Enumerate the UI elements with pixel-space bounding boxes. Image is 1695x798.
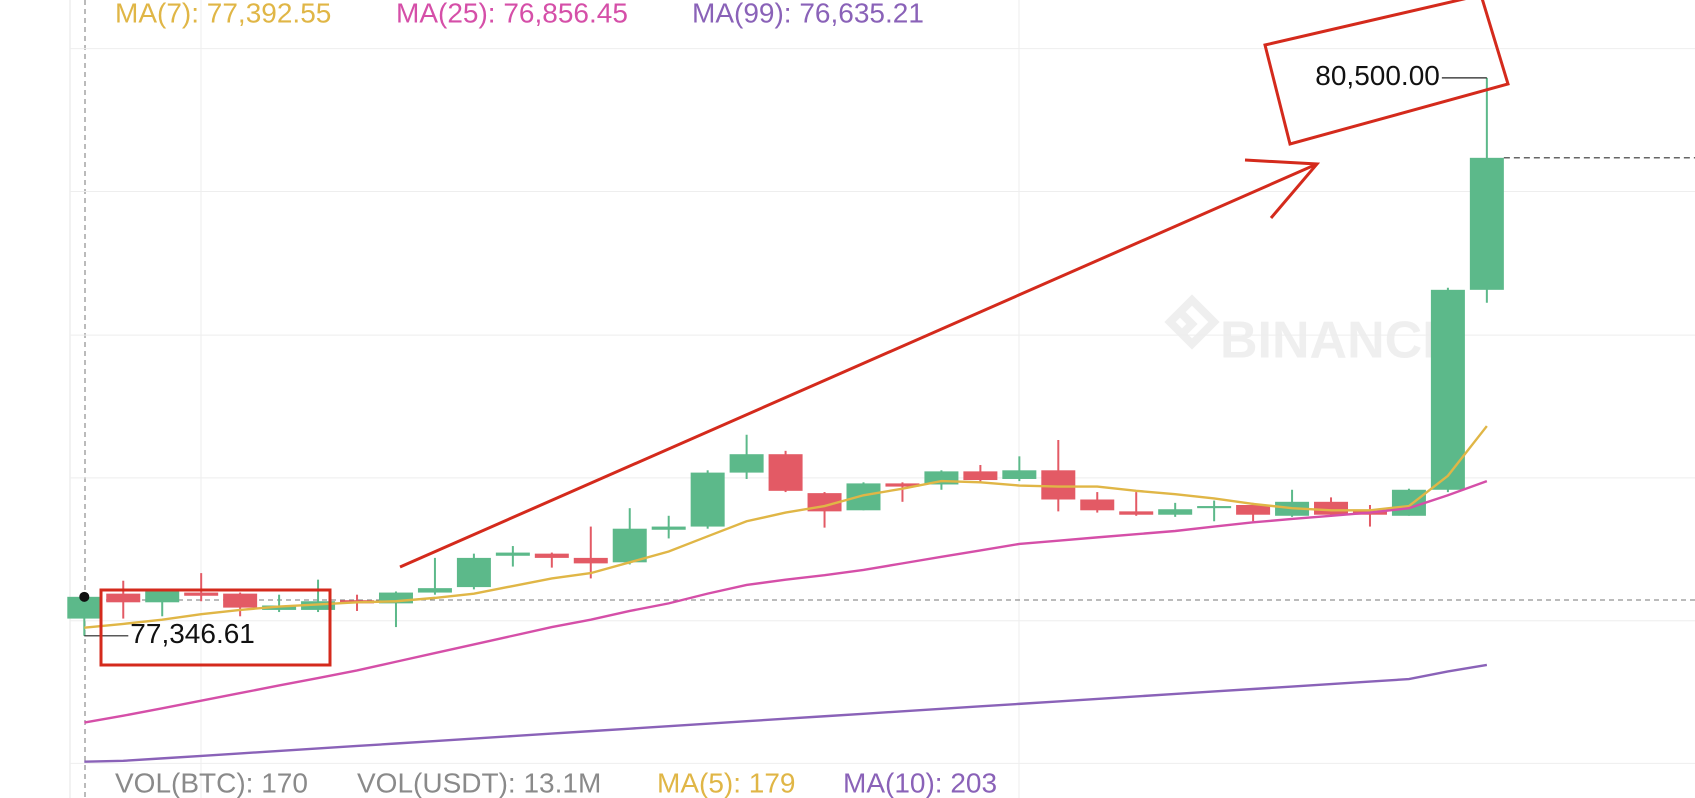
highlight-box-low <box>99 588 332 667</box>
watermark-text: BINANCE <box>1220 312 1457 370</box>
candle-body <box>223 593 258 608</box>
volume-header-item: VOL(BTC): 170 <box>115 767 308 798</box>
volume-header-item: MA(10): 203 <box>843 767 997 798</box>
high-label: 80,500.00 <box>1315 60 1440 91</box>
candle-body <box>1391 489 1426 516</box>
candle-body <box>456 557 491 588</box>
trend-arrow <box>399 162 1318 569</box>
candle-body <box>145 591 180 603</box>
watermark-logo <box>1164 294 1220 350</box>
legend-entry: MA(7): 77,392.55 <box>115 0 331 28</box>
candle-body <box>729 454 764 473</box>
candle-body <box>1080 499 1115 511</box>
watermark: BINANCE <box>1164 294 1457 370</box>
legend-entry: MA(25): 76,856.45 <box>396 0 628 28</box>
candle-body <box>612 528 647 563</box>
candle-body <box>1002 470 1037 479</box>
volume-header-item: MA(5): 179 <box>657 767 796 798</box>
ma-line <box>84 425 1488 629</box>
candle-body <box>1119 511 1154 515</box>
candle-body <box>378 592 413 604</box>
candle-body <box>573 557 608 564</box>
candle-body <box>534 553 569 558</box>
legend-entry: MA(99): 76,635.21 <box>692 0 924 28</box>
candle-body <box>1041 470 1076 500</box>
plot-area: 80,500.00 77,346.61 <box>67 48 1695 764</box>
candle-body <box>1158 509 1193 515</box>
candle-body <box>768 454 803 491</box>
candle-body <box>651 526 686 530</box>
candle-body <box>690 472 725 527</box>
candle-body <box>67 596 102 619</box>
low-label: 77,346.61 <box>130 618 255 649</box>
candle-body <box>1314 501 1349 515</box>
low-dot <box>79 591 90 602</box>
ma-line <box>84 663 1488 763</box>
candle-body <box>963 471 998 481</box>
hand-annotations <box>99 0 1510 667</box>
candle-body <box>106 593 141 603</box>
candle-body <box>885 483 920 487</box>
highlight-box-high <box>1263 0 1510 146</box>
candle-body <box>1430 289 1465 490</box>
volume-header-item: VOL(USDT): 13.1M <box>357 767 601 798</box>
candle-body <box>846 483 881 511</box>
trend-arrow-head <box>1244 158 1321 219</box>
candle-body <box>1236 504 1271 515</box>
ma-line <box>84 479 1488 724</box>
candle-body <box>1469 157 1504 290</box>
candle-body <box>1197 506 1232 509</box>
candle-body <box>184 592 219 596</box>
candle-body <box>495 552 530 556</box>
candle-body <box>417 588 452 593</box>
